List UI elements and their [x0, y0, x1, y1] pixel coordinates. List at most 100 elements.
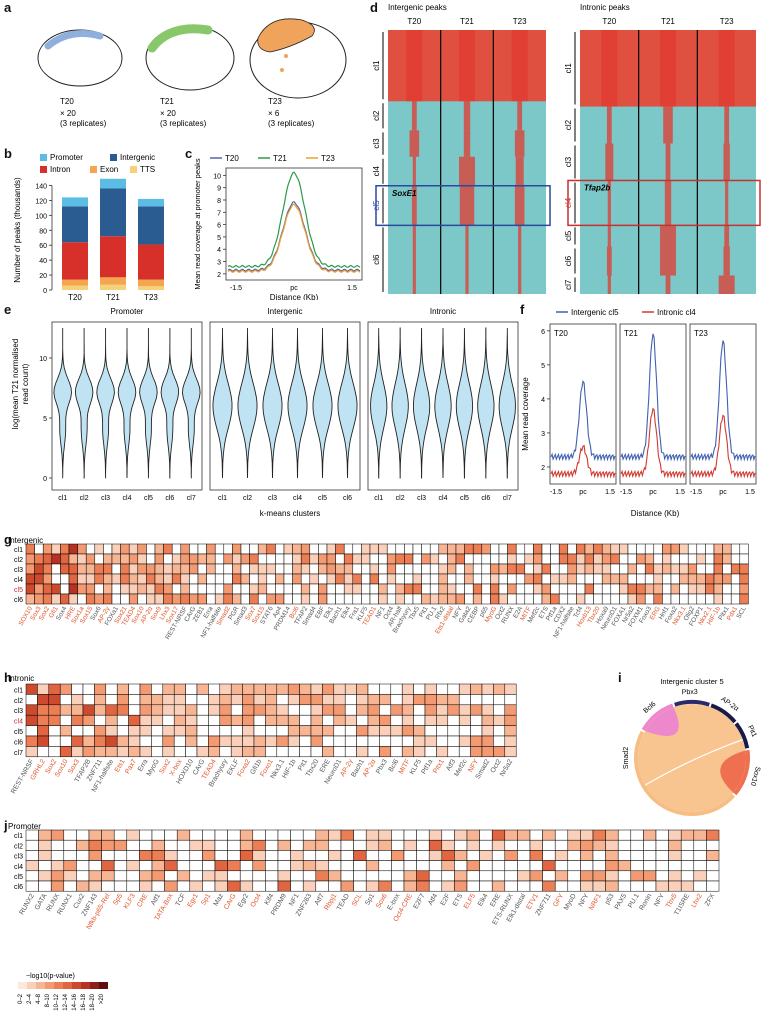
heat-cell: [464, 563, 474, 575]
heat-cell: [164, 850, 178, 861]
heat-cell: [490, 563, 500, 575]
heat-cell: [636, 543, 646, 555]
col-label-t23: T23: [513, 17, 527, 26]
heat-cell: [146, 593, 156, 605]
heat-cell: [353, 880, 367, 892]
heat-cell: [458, 725, 471, 737]
heat-cell: [567, 543, 577, 555]
heat-cell: [101, 850, 115, 861]
coverage-line-0: [690, 340, 756, 462]
heat-cell: [176, 870, 191, 882]
heat-cell: [576, 553, 586, 565]
heat-cell: [379, 746, 392, 758]
heat-cell: [299, 704, 312, 716]
heat-cell: [176, 880, 191, 892]
heat-cell: [472, 583, 483, 595]
heat-cell: [517, 870, 531, 882]
panel-label-j: j: [4, 818, 8, 833]
heat-cell: [63, 829, 77, 841]
heat-cell: [239, 829, 254, 841]
heat-cell: [550, 543, 560, 555]
heat-cell: [189, 870, 203, 882]
heat-cell: [533, 563, 543, 575]
heat-cell: [94, 746, 107, 758]
legend-label-0: Intergenic cl5: [571, 308, 619, 317]
heat-cell: [619, 563, 629, 575]
heat-cell: [37, 694, 50, 706]
y-tick-label: 60: [39, 243, 47, 250]
legend-label-t21: T21: [273, 154, 287, 163]
heat-cell: [25, 870, 39, 882]
heat-cell: [208, 694, 221, 706]
heat-cell: [705, 553, 715, 565]
heat-cell: [679, 583, 689, 595]
bar-exon-t23: [138, 279, 164, 287]
heat-cell: [662, 553, 672, 565]
heat-cell: [705, 583, 715, 595]
heat-cell: [655, 839, 669, 851]
heat-cell: [706, 850, 720, 861]
heat-cell: [441, 860, 455, 872]
heat-cell: [283, 553, 293, 565]
heat-cell: [447, 543, 457, 555]
heat-cell: [447, 694, 460, 706]
heat-cell: [428, 870, 443, 882]
heat-cell: [429, 583, 440, 595]
col-label: NF1: [288, 893, 301, 908]
heat-cell: [369, 583, 379, 595]
heat-cell: [283, 573, 293, 585]
heatmap-stripe: [725, 180, 729, 226]
heat-cell: [481, 694, 494, 706]
heat-cell: [356, 704, 369, 716]
heat-cell: [146, 543, 156, 555]
heat-cell: [580, 870, 594, 882]
heat-cell: [113, 829, 128, 841]
heat-cell: [105, 735, 118, 747]
heat-cell: [630, 829, 644, 841]
x-tick-label: -1.5: [690, 489, 702, 496]
heat-cell: [481, 573, 491, 585]
heat-cell: [266, 583, 276, 595]
heat-cell: [116, 735, 129, 747]
col-label: p65: [478, 605, 490, 618]
heat-cell: [507, 583, 517, 595]
violin-promoter-cl1: [53, 328, 72, 479]
legend-swatch: [72, 982, 81, 989]
heat-cell: [361, 563, 371, 575]
heat-cell: [365, 880, 380, 892]
heat-cell: [223, 563, 233, 575]
heat-cell: [627, 573, 637, 585]
heat-cell: [605, 839, 619, 851]
row-label-cl4: cl4: [14, 577, 23, 584]
heatmap-stripe: [724, 106, 730, 144]
heat-cell: [592, 870, 606, 882]
heat-cell: [576, 563, 586, 575]
col-label: p53: [604, 893, 616, 907]
heat-cell: [25, 553, 35, 565]
heat-cell: [401, 735, 414, 747]
heat-cell: [466, 839, 480, 851]
heat-cell: [37, 725, 50, 737]
row-label-cl6: cl6: [14, 884, 23, 891]
panel-a-embryos: T20 × 20 (3 replicates) T21 × 20 (3 repl…: [37, 18, 347, 128]
heat-cell: [25, 850, 39, 861]
legend-bin-label: 12–14: [63, 993, 69, 1010]
heat-cell: [379, 694, 392, 706]
heat-cell: [240, 563, 250, 575]
heat-cell: [429, 593, 440, 605]
heat-cell: [76, 850, 90, 861]
heat-cell: [88, 860, 102, 872]
heat-cell: [472, 593, 483, 605]
bar-tts-t23: [138, 286, 164, 290]
heat-cell: [34, 583, 44, 595]
heat-cell: [105, 746, 118, 758]
heat-cell: [189, 880, 203, 892]
row-label-cl2: cl2: [14, 557, 23, 564]
heat-cell: [567, 839, 581, 851]
heat-cell: [567, 870, 581, 882]
heat-cell: [679, 573, 689, 585]
heat-cell: [76, 880, 90, 892]
violin-intergenic-cl4: [287, 328, 308, 479]
heat-cell: [68, 563, 78, 575]
heat-cell: [116, 746, 129, 758]
